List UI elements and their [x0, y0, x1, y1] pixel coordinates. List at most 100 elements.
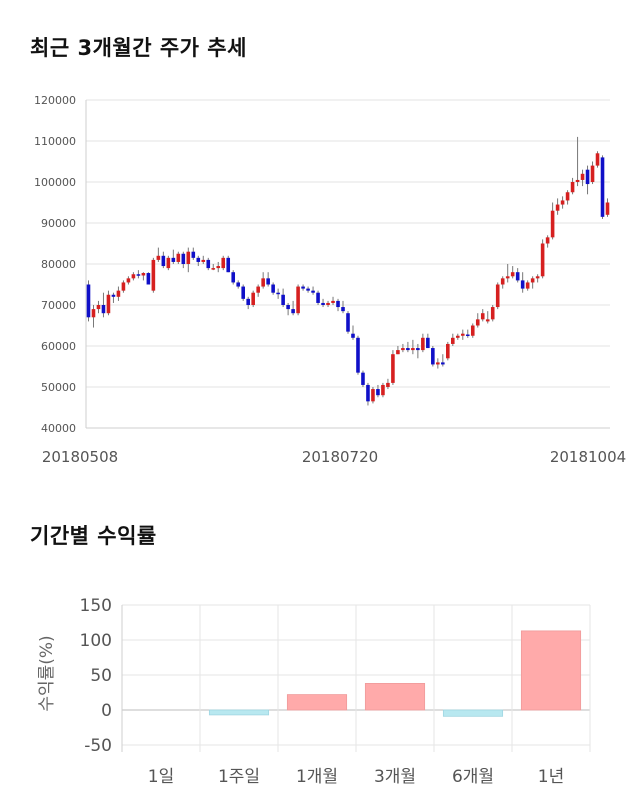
candle-body — [431, 348, 435, 365]
x-tick-label: 20180508 — [42, 448, 118, 466]
candle-body — [406, 348, 410, 351]
candle-body — [371, 389, 375, 402]
candle-body — [146, 273, 151, 285]
candle-body — [550, 210, 555, 238]
candle-body — [505, 276, 510, 279]
candle-body — [271, 284, 275, 293]
candle-body — [555, 204, 560, 211]
candle-body — [131, 274, 136, 279]
candle-body — [196, 257, 201, 262]
y-tick-label: 100000 — [34, 176, 76, 189]
candle-body — [470, 325, 475, 336]
y-tick-label: 70000 — [41, 299, 76, 312]
y-tick-label: 90000 — [41, 217, 76, 230]
candle-body — [605, 202, 610, 215]
candle-body — [530, 278, 535, 283]
candle-body — [460, 333, 465, 336]
candle-body — [600, 157, 605, 217]
candle-body — [151, 259, 156, 291]
candle-body — [490, 307, 495, 320]
candle-body — [296, 286, 300, 314]
candle-body — [96, 305, 101, 310]
candle-body — [500, 278, 505, 285]
candle-body — [565, 192, 570, 201]
candle-body — [176, 253, 181, 262]
y-tick-label: 80000 — [41, 258, 76, 271]
candle-body — [391, 354, 395, 383]
candle-body — [520, 280, 525, 289]
y-tick-label: 100 — [80, 631, 112, 651]
candle-body — [226, 257, 231, 273]
candle-body — [161, 255, 166, 267]
candle-body — [396, 350, 400, 355]
candle-body — [216, 266, 221, 269]
candle-body — [381, 384, 385, 396]
y-tick-label: 50 — [90, 666, 112, 686]
candle-body — [386, 382, 390, 387]
candle-body — [361, 372, 365, 385]
candle-body — [231, 272, 236, 283]
candle-body — [465, 334, 470, 337]
candle-body — [535, 276, 540, 279]
candle-body — [515, 272, 520, 281]
candle-body — [91, 309, 96, 318]
candle-body — [331, 300, 335, 303]
return-bar — [286, 694, 348, 711]
candle-body — [256, 286, 260, 293]
candle-body — [411, 348, 415, 351]
y-tick-label: 120000 — [34, 94, 76, 107]
candle-body — [545, 237, 550, 244]
period-returns-title: 기간별 수익률 — [30, 524, 157, 548]
candle-body — [156, 255, 161, 260]
candle-body — [276, 292, 280, 295]
candle-body — [241, 286, 245, 299]
candle-body — [351, 333, 355, 338]
candle-body — [126, 278, 131, 283]
candle-body — [281, 294, 285, 305]
candle-body — [106, 294, 111, 314]
candle-body — [316, 292, 320, 303]
candle-body — [336, 300, 340, 308]
candle-body — [356, 337, 360, 373]
candle-body — [421, 337, 425, 351]
return-bar — [208, 709, 270, 716]
x-tick-label: 3개월 — [374, 767, 416, 787]
x-tick-label: 20180720 — [302, 448, 378, 466]
candle-body — [191, 251, 196, 258]
candle-body — [540, 243, 545, 277]
candle-body — [121, 282, 126, 291]
candle-body — [480, 313, 485, 320]
candle-body — [321, 302, 325, 305]
candle-body — [510, 272, 515, 277]
candle-body — [286, 305, 290, 310]
candle-body — [111, 294, 116, 297]
candle-body — [436, 362, 440, 365]
x-tick-label: 1개월 — [296, 767, 338, 787]
y-tick-label: 60000 — [41, 340, 76, 353]
candle-body — [570, 182, 575, 193]
y-tick-label: 110000 — [34, 135, 76, 148]
candle-body — [416, 348, 420, 351]
candle-body — [116, 290, 121, 297]
candle-body — [475, 319, 480, 326]
candle-body — [451, 337, 455, 344]
x-tick-label: 20181004 — [550, 448, 626, 466]
candle-body — [575, 179, 580, 182]
y-tick-label: -50 — [84, 736, 112, 756]
candle-body — [236, 282, 241, 287]
candle-body — [266, 278, 270, 285]
price-trend-title: 최근 3개월간 주가 추세 — [30, 36, 247, 60]
candle-body — [141, 273, 146, 276]
candle-body — [201, 259, 206, 262]
candle-body — [595, 153, 600, 166]
candle-body — [525, 282, 530, 289]
candle-body — [560, 200, 565, 205]
y-axis-label: 수익률(%) — [37, 635, 57, 711]
y-tick-label: 50000 — [41, 381, 76, 394]
y-tick-label: 40000 — [41, 422, 76, 435]
candle-body — [221, 257, 226, 269]
candle-body — [171, 257, 176, 262]
x-tick-label: 6개월 — [452, 767, 494, 787]
candle-body — [86, 284, 91, 318]
